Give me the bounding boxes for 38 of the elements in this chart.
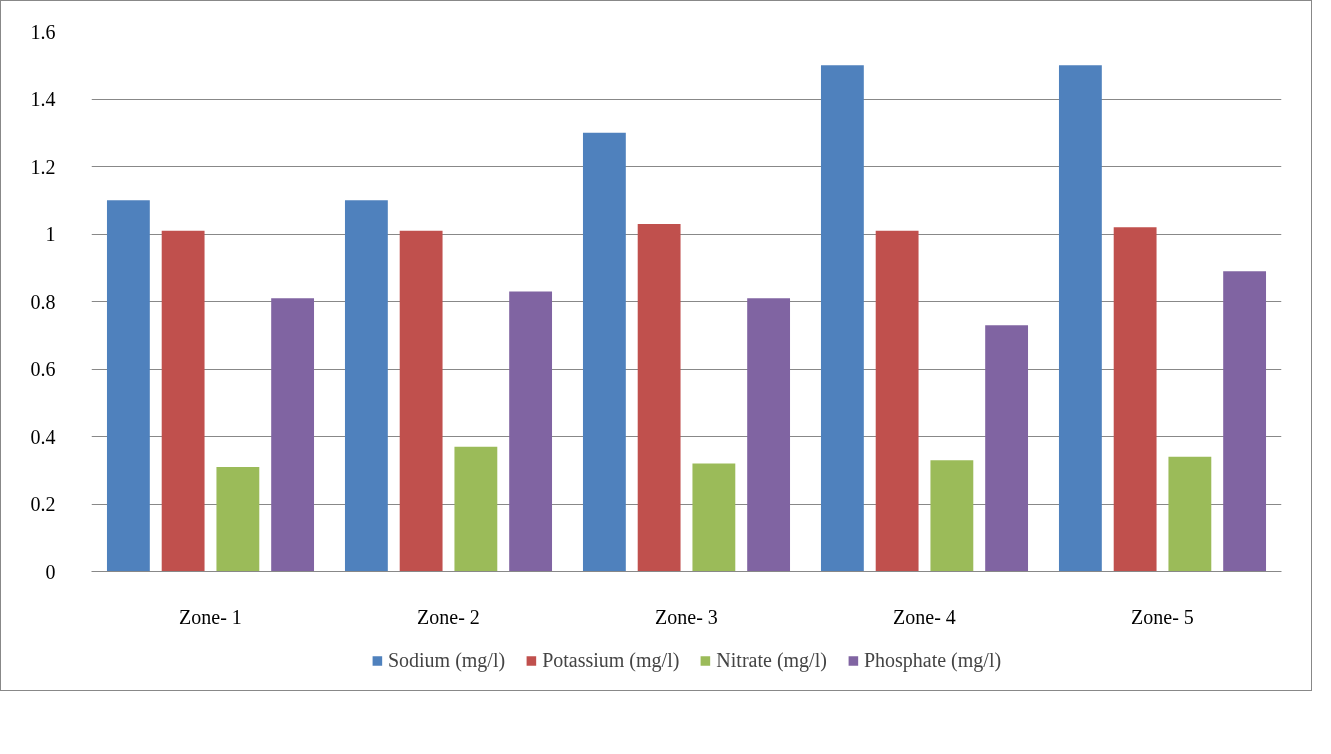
y-tick-label: 1.6 (30, 20, 56, 43)
y-tick-label: 1 (45, 223, 56, 245)
bar (582, 132, 626, 572)
bar (747, 298, 791, 572)
bar (509, 291, 553, 572)
bar (454, 446, 498, 572)
x-tick-label: Zone- 5 (1131, 605, 1194, 628)
bar (820, 65, 864, 572)
bar (1113, 227, 1157, 572)
bar (985, 325, 1029, 572)
bar (399, 230, 443, 572)
y-tick-label: 0.2 (30, 493, 56, 515)
bar (692, 463, 736, 572)
bar (1223, 271, 1267, 572)
bar (1168, 456, 1212, 572)
y-tick-label: 0.8 (30, 290, 56, 313)
bar (216, 466, 260, 572)
bar (875, 230, 919, 572)
x-tick-label: Zone- 4 (893, 605, 956, 628)
y-tick-label: 0.4 (30, 425, 56, 448)
bar (271, 298, 315, 572)
y-tick-label: 0 (45, 560, 56, 583)
legend-label: Nitrate (mg/l) (716, 648, 827, 672)
x-tick-label: Zone- 2 (417, 605, 480, 628)
y-tick-label: 1.4 (30, 88, 56, 110)
bar (637, 223, 681, 572)
bar (930, 460, 974, 572)
x-tick-label: Zone- 3 (655, 605, 718, 628)
bar (344, 200, 388, 572)
legend-label: Phosphate (mg/l) (863, 648, 1002, 672)
bar (161, 230, 205, 572)
y-tick-label: 0.6 (30, 358, 56, 380)
x-tick-label: Zone- 1 (179, 605, 242, 628)
legend-label: Potassium (mg/l) (542, 648, 680, 672)
y-tick-label: 1.2 (30, 155, 56, 178)
bar (106, 200, 150, 572)
bar (1058, 65, 1102, 572)
legend-label: Sodium (mg/l) (387, 648, 506, 672)
